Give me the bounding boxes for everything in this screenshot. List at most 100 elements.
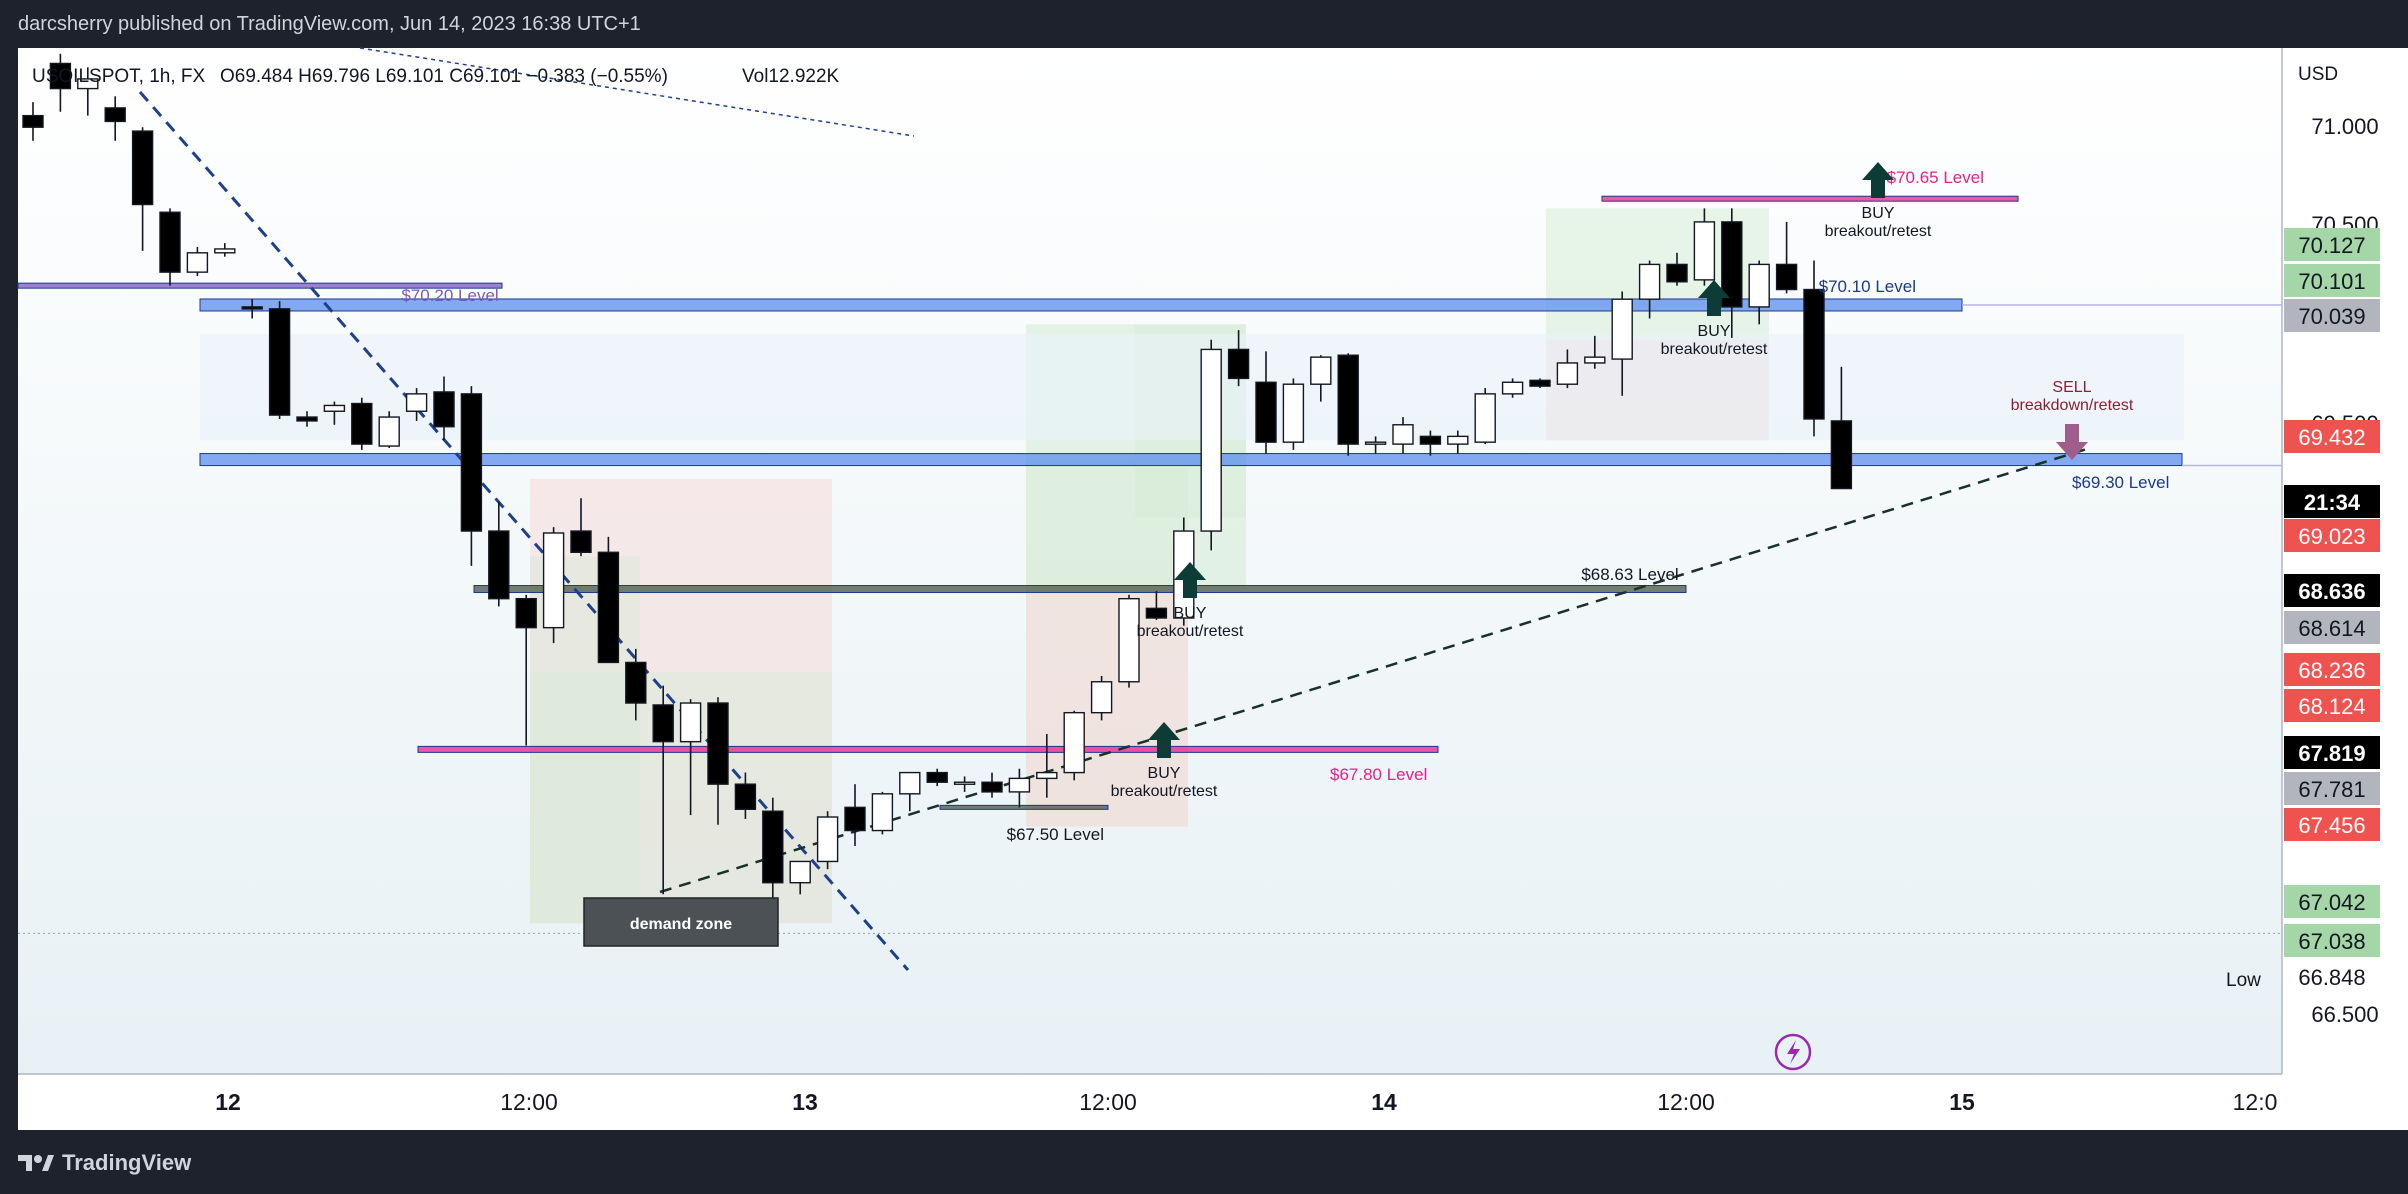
candle-57[interactable] bbox=[1584, 335, 1606, 369]
svg-text:BUY: BUY bbox=[1698, 323, 1731, 340]
candle-50[interactable] bbox=[1392, 417, 1414, 454]
candle-18[interactable] bbox=[515, 594, 537, 746]
candle-24[interactable] bbox=[679, 699, 702, 816]
candle-53[interactable] bbox=[1474, 388, 1496, 445]
candle-51[interactable] bbox=[1419, 430, 1442, 456]
candle-20[interactable] bbox=[570, 498, 592, 557]
price-tag-5: 69.023 bbox=[2284, 519, 2380, 552]
candle-30[interactable] bbox=[844, 784, 866, 846]
svg-text:67.456: 67.456 bbox=[2298, 813, 2365, 838]
candle-44[interactable] bbox=[1227, 330, 1250, 387]
candle-41[interactable] bbox=[1145, 590, 1168, 620]
candle-31[interactable] bbox=[871, 791, 894, 835]
candle-36[interactable] bbox=[1008, 768, 1031, 808]
candle-14[interactable] bbox=[405, 388, 428, 421]
candle-66[interactable] bbox=[1830, 366, 1853, 490]
candle-25[interactable] bbox=[707, 697, 729, 825]
svg-text:breakdown/retest: breakdown/retest bbox=[2011, 397, 2134, 414]
candle-1[interactable] bbox=[49, 53, 72, 112]
candle-40[interactable] bbox=[1118, 594, 1140, 688]
svg-text:67.819: 67.819 bbox=[2298, 741, 2365, 766]
tradingview-logo[interactable]: TradingView bbox=[18, 1148, 191, 1178]
svg-text:21:34: 21:34 bbox=[2304, 490, 2361, 515]
publisher-bar: darcsherry published on TradingView.com,… bbox=[0, 0, 2408, 48]
candle-46[interactable] bbox=[1282, 378, 1305, 450]
candle-61[interactable] bbox=[1693, 208, 1716, 286]
candle-65[interactable] bbox=[1803, 260, 1825, 437]
candle-7[interactable] bbox=[214, 243, 236, 257]
svg-text:68.614: 68.614 bbox=[2298, 616, 2365, 641]
candle-27[interactable] bbox=[762, 797, 784, 899]
candle-64[interactable] bbox=[1775, 221, 1798, 294]
price-tag-13: 67.042 bbox=[2284, 885, 2380, 918]
candle-6[interactable] bbox=[186, 247, 209, 276]
price-tag-11: 67.781 bbox=[2284, 772, 2380, 805]
candle-29[interactable] bbox=[816, 811, 839, 870]
candle-26[interactable] bbox=[734, 772, 757, 819]
candle-34[interactable] bbox=[953, 776, 976, 792]
candle-19[interactable] bbox=[542, 527, 565, 644]
candle-59[interactable] bbox=[1638, 260, 1661, 319]
candle-21[interactable] bbox=[597, 536, 620, 664]
candle-9[interactable] bbox=[268, 301, 291, 419]
candle-38[interactable] bbox=[1063, 710, 1085, 781]
svg-text:67.781: 67.781 bbox=[2298, 777, 2365, 802]
candle-47[interactable] bbox=[1310, 355, 1332, 402]
candle-62[interactable] bbox=[1721, 208, 1743, 338]
candle-49[interactable] bbox=[1364, 436, 1387, 454]
level-label-3: $68.63 Level bbox=[1581, 565, 1678, 584]
svg-text:67.038: 67.038 bbox=[2298, 929, 2365, 954]
candle-60[interactable] bbox=[1666, 252, 1688, 286]
alert-icon[interactable] bbox=[1774, 1033, 1812, 1071]
candle-2[interactable] bbox=[77, 67, 99, 116]
candle-11[interactable] bbox=[323, 401, 346, 425]
candle-3[interactable] bbox=[104, 96, 126, 141]
candle-43[interactable] bbox=[1200, 339, 1222, 551]
price-tag-4: 21:34 bbox=[2284, 485, 2380, 518]
level-label-0: $70.65 Level bbox=[1887, 168, 1984, 187]
candle-16[interactable] bbox=[460, 386, 483, 566]
candle-13[interactable] bbox=[378, 411, 400, 448]
footer: TradingView bbox=[0, 1130, 2408, 1194]
level-zone-1 bbox=[199, 453, 2183, 467]
candle-28[interactable] bbox=[789, 860, 811, 895]
candle-55[interactable] bbox=[1529, 378, 1551, 389]
demand-zone: demand zone bbox=[583, 897, 779, 947]
candle-52[interactable] bbox=[1447, 430, 1469, 454]
x-tick-7: 12:0 bbox=[2233, 1089, 2278, 1115]
candle-22[interactable] bbox=[625, 648, 647, 721]
svg-text:67.042: 67.042 bbox=[2298, 890, 2365, 915]
candle-35[interactable] bbox=[981, 772, 1003, 798]
tradingview-logo-icon bbox=[18, 1155, 54, 1171]
price-tag-9: 68.124 bbox=[2284, 689, 2380, 722]
candle-12[interactable] bbox=[351, 397, 373, 450]
svg-text:70.127: 70.127 bbox=[2298, 233, 2365, 258]
x-tick-3: 12:00 bbox=[1079, 1089, 1137, 1115]
candle-33[interactable] bbox=[926, 768, 948, 787]
candle-8[interactable] bbox=[241, 299, 263, 319]
svg-text:breakout/retest: breakout/retest bbox=[1661, 341, 1768, 358]
candle-37[interactable] bbox=[1036, 733, 1058, 798]
candle-58[interactable] bbox=[1611, 291, 1633, 396]
svg-text:69.023: 69.023 bbox=[2298, 524, 2365, 549]
candle-17[interactable] bbox=[488, 502, 510, 607]
candle-32[interactable] bbox=[899, 771, 921, 812]
svg-text:breakout/retest: breakout/retest bbox=[1111, 783, 1218, 800]
level-zone-5 bbox=[1601, 195, 2019, 202]
candle-54[interactable] bbox=[1501, 378, 1524, 398]
svg-text:breakout/retest: breakout/retest bbox=[1137, 623, 1244, 640]
candle-5[interactable] bbox=[159, 208, 181, 286]
candle-48[interactable] bbox=[1337, 353, 1359, 456]
candle-45[interactable] bbox=[1255, 351, 1277, 454]
price-tag-0: 70.127 bbox=[2284, 228, 2380, 261]
candle-23[interactable] bbox=[652, 685, 674, 895]
candle-15[interactable] bbox=[433, 376, 455, 441]
candle-10[interactable] bbox=[296, 411, 318, 427]
candle-39[interactable] bbox=[1090, 675, 1113, 721]
candle-56[interactable] bbox=[1556, 349, 1579, 389]
candle-63[interactable] bbox=[1748, 260, 1770, 325]
candle-4[interactable] bbox=[131, 127, 154, 251]
candle-0[interactable] bbox=[22, 102, 44, 141]
